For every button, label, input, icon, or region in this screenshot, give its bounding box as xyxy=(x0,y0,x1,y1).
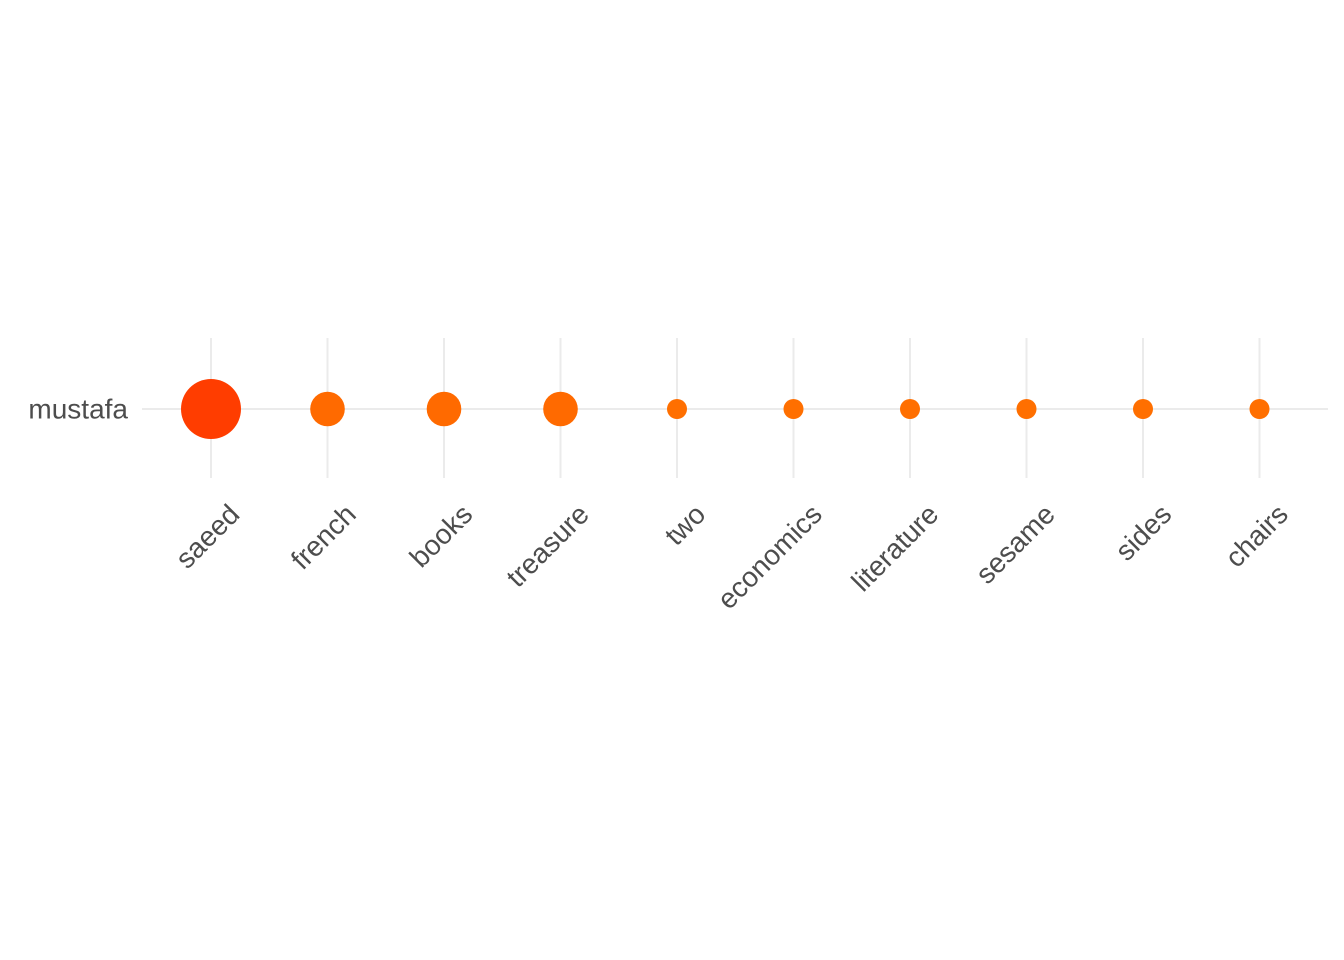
x-tick-label: treasure xyxy=(500,498,595,593)
x-tick-label: economics xyxy=(711,498,828,615)
data-point-books xyxy=(426,391,462,427)
data-point-french xyxy=(310,391,345,427)
x-tick-label: two xyxy=(659,498,712,551)
x-tick-label: sesame xyxy=(970,498,1061,589)
data-point-sesame xyxy=(1016,399,1037,419)
data-point-two xyxy=(667,399,687,419)
data-point-saeed xyxy=(181,379,241,439)
x-tick-label: chairs xyxy=(1219,498,1294,573)
point-layer xyxy=(181,379,1270,439)
data-point-economics xyxy=(783,399,804,419)
x-tick-label: literature xyxy=(845,498,944,597)
data-point-sides xyxy=(1133,399,1153,419)
data-point-chairs xyxy=(1249,399,1270,419)
y-tick-label: mustafa xyxy=(28,394,128,425)
x-tick-label: books xyxy=(404,498,479,573)
data-point-treasure xyxy=(543,391,578,427)
x-tick-label: french xyxy=(285,498,362,575)
x-tick-label: saeed xyxy=(170,498,246,574)
data-point-literature xyxy=(900,399,920,419)
x-tick-label: sides xyxy=(1109,498,1177,566)
